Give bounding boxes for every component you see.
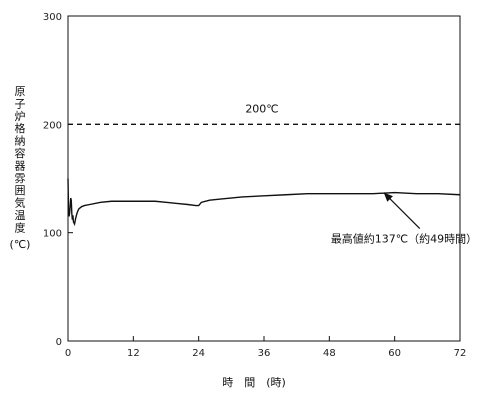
x-tick-label: 0 — [65, 348, 71, 359]
x-axis: 0 12 24 36 48 60 72 — [65, 336, 467, 359]
y-tick-label: 0 — [56, 337, 62, 348]
y-axis-label-char: 雰 — [15, 172, 26, 185]
y-axis-label-char: 納 — [15, 135, 26, 148]
y-axis-label-char: 炉 — [15, 110, 26, 123]
y-axis-label-char: 子 — [15, 97, 26, 110]
series-line-temperature — [67, 178, 461, 227]
x-tick-label: 48 — [323, 348, 336, 359]
y-axis-label-char: 原 — [15, 85, 26, 98]
y-axis-unit: (℃) — [10, 238, 31, 251]
x-axis-label: 時 間 (時) — [222, 376, 286, 389]
y-axis-label-char: 容 — [15, 146, 26, 160]
annotation-arrow — [383, 192, 421, 230]
y-axis-label-char: 度 — [15, 220, 26, 234]
annotation-max-value: 最高値約137℃（約49時間） — [331, 232, 477, 246]
y-axis-label-char: 器 — [15, 159, 26, 172]
reference-line-label: 200℃ — [245, 102, 278, 115]
x-tick-label: 36 — [258, 348, 271, 359]
plot-area — [67, 15, 461, 342]
y-tick-label: 200 — [43, 120, 62, 131]
x-tick-label: 72 — [454, 348, 467, 359]
y-axis-label-char: 気 — [15, 196, 26, 210]
y-tick-label: 100 — [43, 229, 62, 240]
y-axis-label-char: 囲 — [15, 184, 26, 197]
y-axis-label-char: 格 — [15, 121, 26, 135]
y-axis-label-char: 温 — [15, 209, 26, 222]
x-tick-label: 24 — [192, 348, 205, 359]
y-tick-label: 300 — [43, 12, 62, 23]
annotation-arrow-head — [383, 192, 393, 202]
x-tick-label: 60 — [388, 348, 401, 359]
plot-frame — [67, 15, 461, 342]
x-tick-label: 12 — [127, 348, 140, 359]
